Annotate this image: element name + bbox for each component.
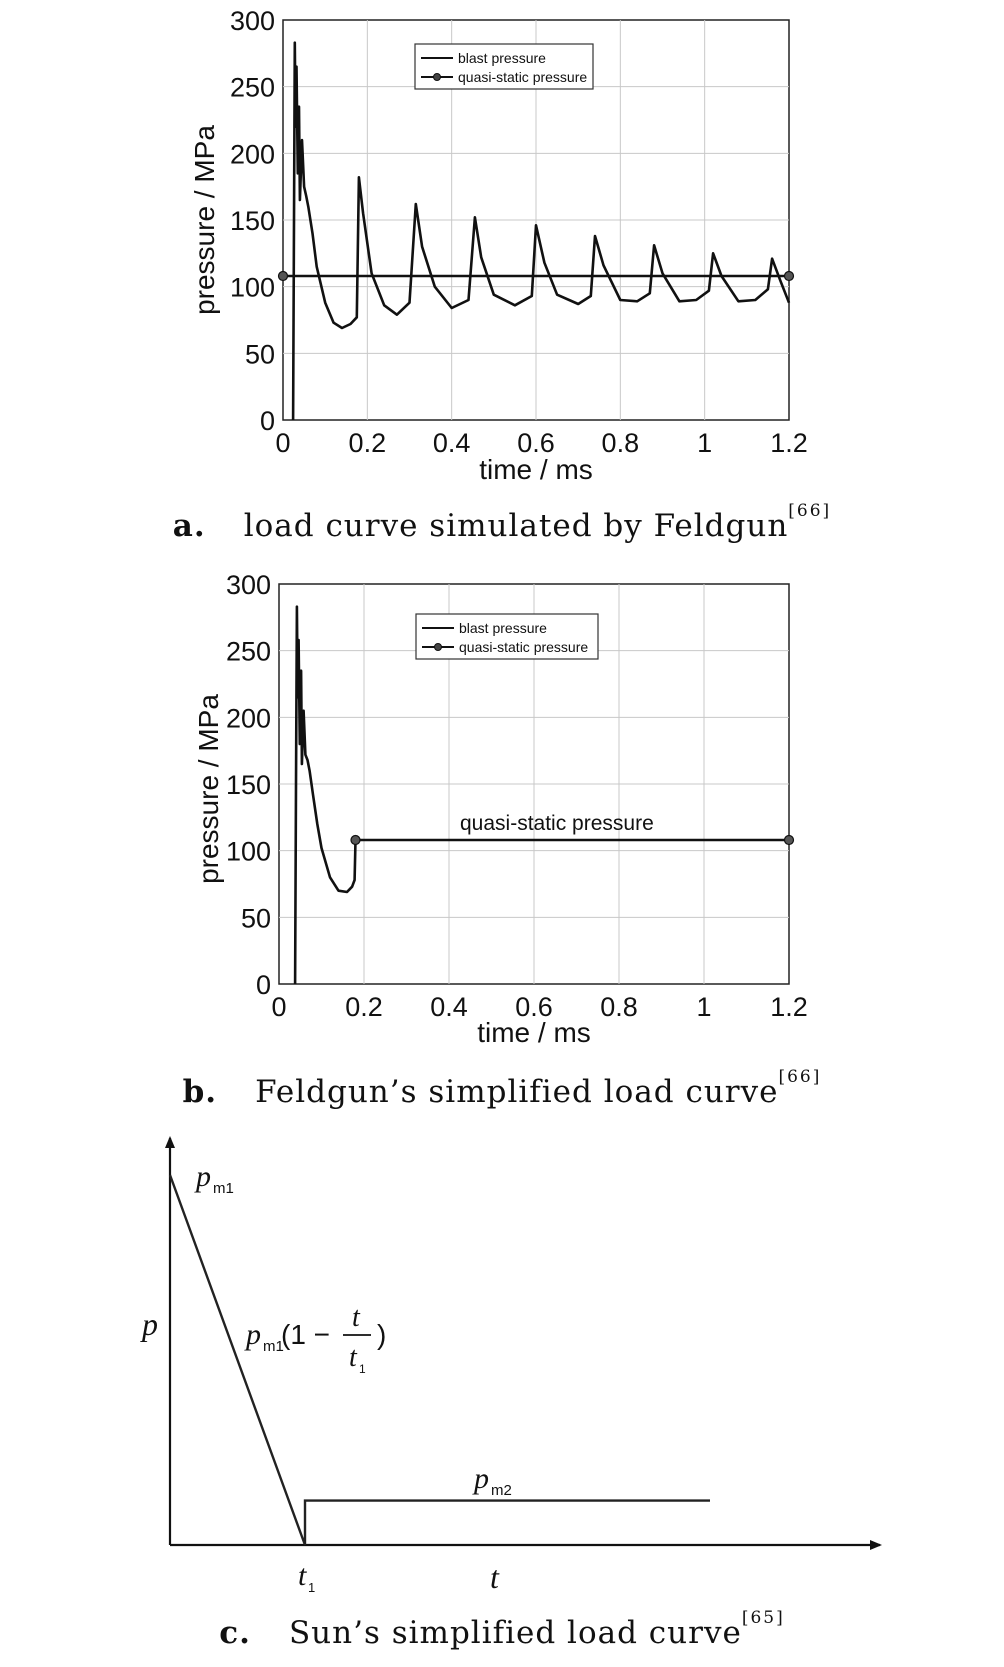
caption-b: b. Feldgun’s simplified load curve[66] [0, 1067, 1004, 1110]
y-axis-label-c: p [140, 1306, 158, 1342]
quasi-static-markers-b [350, 834, 795, 846]
svg-text:1: 1 [308, 1580, 315, 1595]
svg-text:m2: m2 [491, 1482, 512, 1499]
legend-quasi-static-pressure-b: quasi-static pressure [459, 639, 588, 655]
x-tick-label: 1 [696, 992, 711, 1022]
caption-b-label: b. [182, 1074, 218, 1110]
caption-b-text: Feldgun’s simplified load curve [255, 1074, 779, 1110]
legend-blast-pressure-a: blast pressure [458, 50, 546, 66]
y-tick-label: 0 [260, 406, 275, 436]
y-tick-label: 200 [226, 703, 271, 733]
t1-label: t 1 [298, 1559, 315, 1595]
y-tick-label: 100 [226, 837, 271, 867]
x-tick-label: 0.8 [602, 428, 640, 458]
grid-b [279, 584, 789, 984]
data-point-marker [783, 834, 795, 846]
y-tick-label: 100 [230, 273, 275, 303]
caption-b-ref: [66] [778, 1067, 822, 1087]
svg-text:t: t [349, 1342, 358, 1373]
chart-a: 0 50 100 150 200 250 300 0 0.2 0.4 0.6 0.8 1 1.2 pre… [189, 6, 808, 485]
y-tick-label: 300 [226, 570, 271, 600]
pm2-label: p m2 [472, 1462, 512, 1499]
x-tick-label: 0.6 [515, 992, 553, 1022]
caption-c-ref: [65] [741, 1608, 785, 1628]
caption-c-label: c. [219, 1615, 251, 1651]
quasi-static-markers-a [277, 270, 795, 282]
series-blast-pressure-b [293, 605, 357, 985]
x-tick-label: 0 [271, 992, 286, 1022]
x-tick-label: 0.2 [349, 428, 387, 458]
x-tick-label: 0.6 [517, 428, 555, 458]
x-tick-label: 1.2 [770, 992, 808, 1022]
grid-a [283, 20, 789, 420]
y-tick-label: 50 [241, 903, 271, 933]
y-axis-label-a: pressure / MPa [189, 125, 220, 315]
y-tick-labels-b: 0 50 100 150 200 250 300 [226, 570, 271, 1000]
y-tick-label: 150 [226, 770, 271, 800]
svg-text:p: p [194, 1160, 211, 1193]
svg-text:p: p [472, 1462, 489, 1495]
data-point-marker [277, 270, 289, 282]
y-tick-label: 50 [245, 339, 275, 369]
x-tick-label: 1 [697, 428, 712, 458]
chart-b: 0 50 100 150 200 250 300 0 0.2 0.4 0.6 0.8 1 1.2 pre… [193, 570, 808, 1048]
y-tick-label: 300 [230, 6, 275, 36]
caption-a-ref: [66] [788, 501, 832, 521]
svg-text:p: p [244, 1318, 261, 1351]
legend-blast-pressure-b: blast pressure [459, 620, 547, 636]
x-tick-labels-b: 0 0.2 0.4 0.6 0.8 1 1.2 [271, 992, 807, 1022]
data-point-marker [350, 834, 361, 846]
formula-c: p m1 (1 − t t 1 ) [244, 1302, 386, 1376]
caption-a: a. load curve simulated by Feldgun[66] [0, 501, 1004, 544]
y-axis-label-b: pressure / MPa [193, 694, 224, 884]
x-tick-label: 0.2 [345, 992, 383, 1022]
svg-text:(1 −: (1 − [281, 1319, 330, 1350]
svg-text:1: 1 [359, 1362, 366, 1376]
y-tick-label: 250 [230, 73, 275, 103]
y-tick-label: 0 [256, 970, 271, 1000]
legend-quasi-static-pressure-a: quasi-static pressure [458, 69, 587, 85]
svg-text:t: t [352, 1302, 361, 1333]
y-tick-label: 200 [230, 139, 275, 169]
legend-b: blast pressure quasi-static pressure [415, 613, 599, 660]
data-point-marker [783, 270, 795, 282]
series-blast-pressure-a [291, 41, 791, 421]
x-tick-label: 0.4 [433, 428, 471, 458]
x-axis-label-a: time / ms [479, 454, 593, 485]
caption-c: c. Sun’s simplified load curve[65] [0, 1608, 1004, 1651]
svg-text:m1: m1 [213, 1180, 234, 1197]
svg-text:m1: m1 [263, 1338, 284, 1355]
x-axis-label-c: t [490, 1559, 500, 1595]
svg-text:t: t [298, 1559, 307, 1592]
x-tick-label: 0 [275, 428, 290, 458]
x-tick-label: 0.4 [430, 992, 468, 1022]
x-axis-label-b: time / ms [477, 1017, 591, 1048]
y-tick-labels-a: 0 50 100 150 200 250 300 [230, 6, 275, 436]
legend-a: blast pressure quasi-static pressure [414, 43, 594, 90]
caption-a-text: load curve simulated by Feldgun [243, 508, 789, 544]
svg-text:): ) [377, 1319, 386, 1350]
caption-a-label: a. [172, 508, 206, 544]
x-tick-labels-a: 0 0.2 0.4 0.6 0.8 1 1.2 [275, 428, 807, 458]
load-curve-c [168, 1174, 710, 1546]
x-tick-label: 0.8 [600, 992, 638, 1022]
y-tick-label: 150 [230, 206, 275, 236]
chart-c: p t t 1 p m1 p m2 p m1 (1 − t t 1 ) [140, 1136, 882, 1595]
x-tick-label: 1.2 [770, 428, 808, 458]
caption-c-text: Sun’s simplified load curve [288, 1615, 742, 1651]
y-tick-label: 250 [226, 637, 271, 667]
annotation-quasi-static-b: quasi-static pressure [460, 812, 654, 835]
pm1-label: p m1 [194, 1160, 234, 1197]
